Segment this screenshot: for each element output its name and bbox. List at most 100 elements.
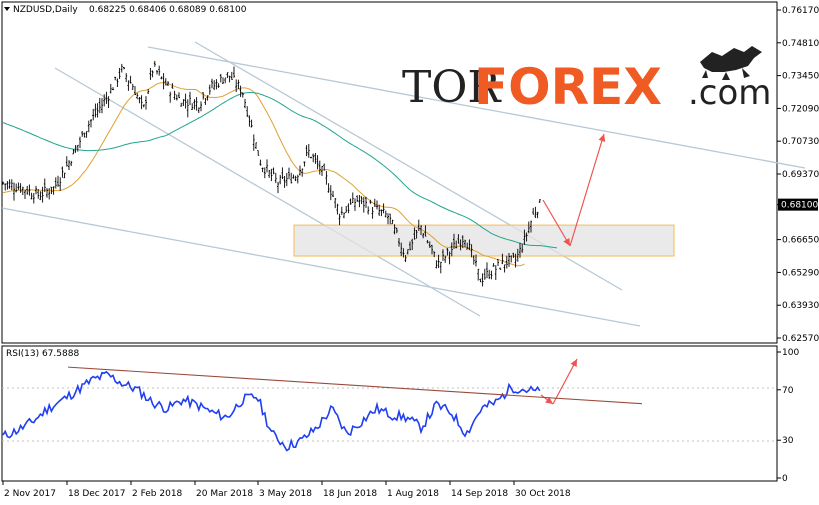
ohlc-bar	[384, 210, 387, 218]
logo-text-forex: FOREX	[474, 58, 662, 116]
ohlc-bar	[112, 87, 114, 91]
ohlc-bar	[167, 81, 169, 87]
ohlc-bar	[206, 95, 209, 101]
dropdown-triangle-icon[interactable]	[4, 7, 10, 11]
ohlc-bar	[312, 153, 315, 163]
ohlc-bar	[332, 190, 334, 197]
ohlc-bar	[81, 130, 84, 137]
ohlc-bar	[263, 167, 266, 179]
rsi-title: RSI(13) 67.5888	[6, 349, 79, 359]
price-tick-label: 0.72090	[782, 104, 819, 114]
ohlc-bar	[151, 70, 154, 78]
ohlc-bar	[140, 95, 143, 110]
time-tick-label: 20 Mar 2018	[196, 489, 253, 499]
ohlc-bar	[439, 261, 442, 274]
time-tick-label: 30 Oct 2018	[515, 489, 571, 499]
ohlc-bar	[153, 60, 156, 67]
price-tick-label: 0.70730	[782, 137, 819, 147]
ohlc-bar	[431, 244, 433, 255]
ohlc-bar	[314, 153, 317, 164]
ohlc-bar	[94, 103, 97, 118]
ohlc-bar	[307, 144, 310, 158]
rsi-forecast-down-arrow	[540, 394, 554, 405]
ohlc-bar	[501, 253, 504, 265]
ohlc-bar	[184, 93, 187, 109]
ohlc-bar	[334, 197, 337, 209]
ohlc-bar	[371, 206, 374, 219]
ohlc-bar	[277, 181, 279, 194]
ohlc-bar	[503, 264, 506, 273]
ohlc-bar	[428, 241, 431, 248]
ohlc-bar	[536, 211, 539, 219]
rsi-forecast-up-arrow	[552, 358, 578, 405]
ohlc-bar	[208, 84, 211, 95]
ohlc-bar	[98, 97, 101, 114]
ohlc-bar	[435, 260, 438, 269]
ohlc-bar	[336, 203, 339, 215]
ohlc-bar	[387, 213, 389, 225]
time-axis: 2 Nov 2017 18 Dec 2017 2 Feb 2018 20 Mar 20…	[2, 481, 571, 499]
ohlc-bar	[191, 103, 194, 110]
ohlc-bar	[41, 186, 44, 203]
ohlc-bar	[411, 238, 414, 251]
ohlc-bar	[534, 206, 537, 219]
ohlc-bar	[457, 234, 460, 244]
time-tick-label: 2 Nov 2017	[4, 489, 56, 499]
ohlc-bar	[479, 278, 482, 283]
ohlc-bar	[92, 108, 95, 121]
ohlc-bar	[499, 267, 502, 270]
ohlc-bar	[343, 212, 345, 219]
ohlc-bar	[525, 232, 528, 242]
ohlc-bar	[395, 227, 398, 234]
rsi-panel	[1, 345, 778, 482]
ohlc-bar	[96, 103, 99, 118]
channel-line	[147, 46, 806, 169]
ohlc-bar	[30, 192, 33, 200]
ohlc-bar	[171, 83, 174, 89]
ohlc-bar	[61, 166, 64, 178]
ohlc-bar	[453, 233, 455, 249]
ohlc-bar	[215, 79, 218, 90]
time-tick-label: 3 May 2018	[259, 489, 312, 499]
ohlc-bar	[228, 75, 231, 83]
ohlc-bar	[204, 98, 207, 105]
ohlc-bar	[404, 255, 407, 263]
ohlc-bar	[303, 161, 306, 167]
ohlc-bar	[142, 104, 145, 108]
channel-line	[54, 67, 481, 317]
ohlc-bar	[512, 252, 515, 258]
ohlc-bar	[347, 203, 350, 214]
ohlc-bar	[15, 183, 18, 193]
ohlc-bar	[237, 79, 240, 90]
ohlc-bar	[103, 94, 106, 107]
ohlc-bar	[26, 185, 29, 195]
ohlc-bar	[268, 169, 271, 178]
ohlc-bar	[494, 265, 497, 280]
ohlc-bar	[442, 249, 444, 261]
ohlc-bar	[17, 182, 20, 190]
ohlc-bar	[54, 177, 57, 189]
ohlc-bar	[468, 239, 471, 251]
ohlc-bar	[464, 239, 466, 248]
time-tick-label: 2 Feb 2018	[132, 489, 183, 499]
ohlc-bar	[483, 268, 486, 280]
ohlc-bar	[123, 66, 125, 70]
ohlc-bar	[43, 178, 46, 193]
ohlc-bar	[195, 97, 198, 111]
time-tick-label: 1 Aug 2018	[387, 489, 439, 499]
ohlc-bar	[76, 144, 79, 152]
ohlc-bar	[90, 119, 92, 128]
bull-bear-icon	[700, 46, 762, 80]
ohlc-bar	[266, 159, 268, 173]
ohlc-bar	[158, 65, 161, 76]
torforex-logo[interactable]: TOR FOREX .com	[402, 46, 771, 116]
ohlc-bar	[461, 235, 464, 249]
ohlc-bar	[6, 181, 9, 190]
ohlc-bar	[224, 77, 227, 84]
ohlc-bar	[393, 224, 396, 235]
ohlc-bar	[222, 77, 224, 84]
ohlc-bar	[448, 251, 451, 265]
ohlc-bar	[116, 78, 119, 88]
ohlc-bar	[519, 242, 521, 258]
ohlc-bar	[415, 230, 418, 239]
